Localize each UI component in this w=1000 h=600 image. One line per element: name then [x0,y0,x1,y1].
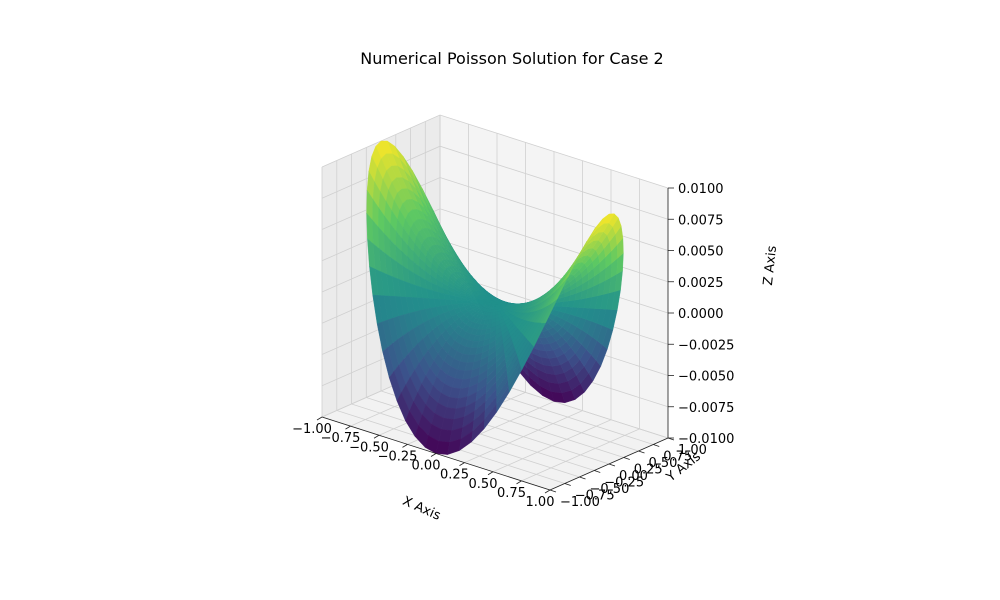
x-tick-mark [516,480,522,485]
y-tick-label: −0.50 [590,482,630,497]
surface-plot [366,140,624,455]
z-tick-label: 0.0000 [678,307,724,322]
z-tick-label: 0.0075 [678,213,724,228]
surface-facet [543,299,558,324]
x-tick-label: 1.00 [526,495,555,510]
z-tick-labels: −0.0100 −0.0075 −0.0050 −0.0025 0.0000 0.0025… [668,182,734,447]
y-tick-label: 0.50 [649,456,678,471]
y-tick-label: 0.00 [619,469,648,484]
grid-z-8 [321,114,669,189]
grid-z-6 [321,177,669,251]
y-tick-mark [549,489,557,493]
x-tick-mark [316,416,323,421]
x-tick-label: 0.50 [469,477,498,492]
y-tick-mark [594,470,601,473]
y-tick-label: −0.25 [604,476,644,491]
surface-facet [493,306,496,310]
y-tick-label: 1.00 [678,443,707,458]
y-tick-labels: −1.00−0.75−0.50−0.250.000.250.500.751.00 [549,437,707,510]
x-tick-label: −0.75 [321,431,361,446]
x-tick-label: −0.50 [349,440,389,455]
x-tick-label: 0.25 [440,468,469,483]
x-tick-mark [373,434,380,439]
z-tick-label: 0.0050 [678,245,724,260]
x-tick-labels: −1.00−0.75−0.50−0.250.000.250.500.751.00 [292,416,555,510]
x-tick-label: −0.25 [378,449,418,464]
x-tick-mark [402,444,408,448]
z-tick-label: −0.0100 [678,432,734,447]
z-tick-label: 0.0025 [678,276,724,291]
y-tick-mark [579,476,586,480]
x-tick-mark [487,471,494,476]
x-tick-mark [430,453,437,457]
y-tick-label: −1.00 [560,495,600,510]
y-tick-mark [623,457,630,460]
y-tick-label: −0.75 [575,489,615,504]
z-tick-label: −0.0050 [678,370,734,385]
surface-facet [492,309,496,313]
z-tick-label: 0.0100 [678,182,724,197]
y-tick-mark [608,463,616,467]
y-tick-mark [653,444,660,447]
z-tick-label: −0.0075 [678,401,734,416]
y-tick-mark [638,450,645,454]
x-tick-mark [345,425,351,430]
x-tick-mark [459,462,465,466]
x-tick-mark [544,489,551,494]
y-tick-label: 0.25 [634,463,663,478]
x-tick-label: 0.00 [412,459,441,474]
x-tick-label: 0.75 [497,486,526,501]
chart-title: Numerical Poisson Solution for Case 2 [360,49,663,68]
y-tick-mark [564,483,571,486]
grid-z-7 [321,145,669,220]
x-tick-label: −1.00 [292,422,332,437]
y-tick-label: 0.75 [663,450,692,465]
z-tick-label: −0.0025 [678,338,734,353]
z-axis-label: Z Axis [761,245,780,287]
